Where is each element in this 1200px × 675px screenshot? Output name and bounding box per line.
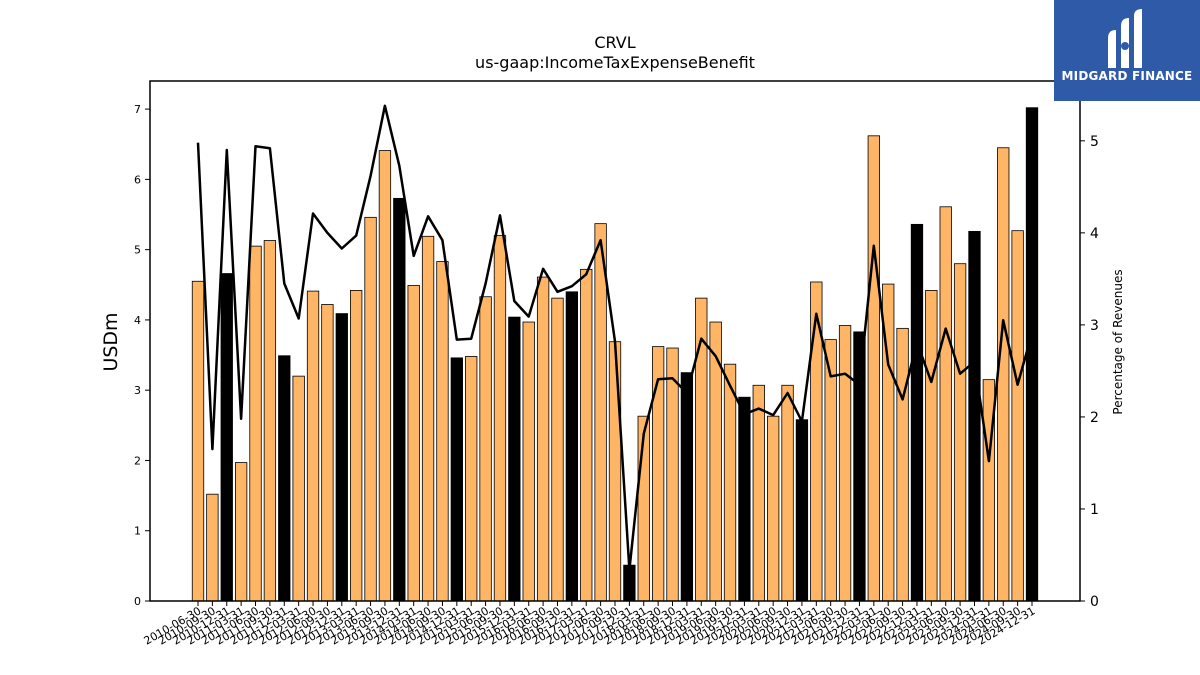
bar (508, 316, 521, 602)
bar (551, 297, 564, 602)
bar (968, 230, 981, 602)
bar (738, 396, 751, 602)
bar (896, 327, 909, 602)
y2-axis-label: Percentage of Revenues (1111, 269, 1125, 414)
bar (421, 235, 435, 602)
y-tick-label: 7 (134, 103, 141, 116)
bar (407, 285, 420, 602)
bar (838, 325, 852, 602)
series-line (196, 104, 1034, 571)
bar (781, 384, 794, 602)
bar (378, 150, 392, 602)
bar (206, 493, 219, 602)
y-axis-label: USDm (100, 312, 122, 371)
y-tick-label: 2 (134, 454, 141, 467)
bar (536, 276, 550, 602)
bar (321, 304, 334, 602)
bar (306, 290, 320, 602)
midgard-logo-icon (1108, 9, 1142, 68)
bars-layer (191, 107, 1039, 602)
brand-logo: MIDGARD FINANCE (1054, 0, 1200, 101)
axes-layer: 012345670123452010-06-302010-09-302010-1… (134, 80, 1099, 648)
bar (278, 355, 291, 602)
bar (680, 372, 694, 602)
y2-tick-label: 5 (1090, 134, 1099, 150)
y-tick-label: 4 (134, 314, 141, 327)
bar (767, 415, 780, 602)
y2-tick-label: 1 (1090, 502, 1099, 518)
y-tick-label: 5 (134, 244, 141, 257)
bar (997, 147, 1010, 602)
y2-tick-label: 4 (1090, 226, 1099, 242)
y2-tick-label: 3 (1090, 318, 1099, 334)
brand-name: MIDGARD FINANCE (1061, 69, 1193, 83)
bar (350, 290, 363, 602)
bar (1025, 107, 1039, 602)
bar (651, 346, 665, 602)
bar (666, 347, 679, 602)
bar (939, 206, 952, 602)
bar (795, 419, 809, 602)
chart-title: CRVL (594, 33, 635, 52)
y-tick-label: 3 (134, 384, 141, 397)
bar (263, 240, 277, 602)
bar (220, 273, 233, 602)
y-tick-label: 1 (134, 525, 141, 538)
bar (393, 197, 406, 602)
bar (522, 321, 535, 602)
y2-tick-label: 2 (1090, 410, 1099, 426)
y-tick-label: 6 (134, 173, 141, 186)
bar (335, 313, 348, 602)
bar (594, 223, 607, 602)
bar (925, 290, 938, 602)
bar (910, 223, 924, 602)
y-tick-label: 0 (134, 595, 141, 608)
bar (565, 291, 579, 602)
y2-tick-label: 0 (1090, 594, 1099, 610)
bar (191, 280, 205, 602)
bar (465, 356, 478, 602)
bar (364, 216, 377, 602)
bar (608, 341, 622, 602)
chart-subtitle: us-gaap:IncomeTaxExpenseBenefit (475, 53, 755, 72)
bar (752, 384, 765, 602)
bar (1011, 230, 1024, 602)
bar (723, 363, 737, 602)
bar (953, 263, 967, 602)
bar (450, 357, 463, 602)
bar (436, 261, 449, 602)
bar (479, 296, 492, 602)
bar (824, 339, 837, 602)
bar (493, 235, 507, 602)
line-layer (196, 104, 1034, 571)
bar (234, 462, 248, 602)
bar (292, 375, 305, 602)
bar (249, 245, 262, 602)
bar (580, 268, 593, 602)
bar (867, 135, 880, 602)
